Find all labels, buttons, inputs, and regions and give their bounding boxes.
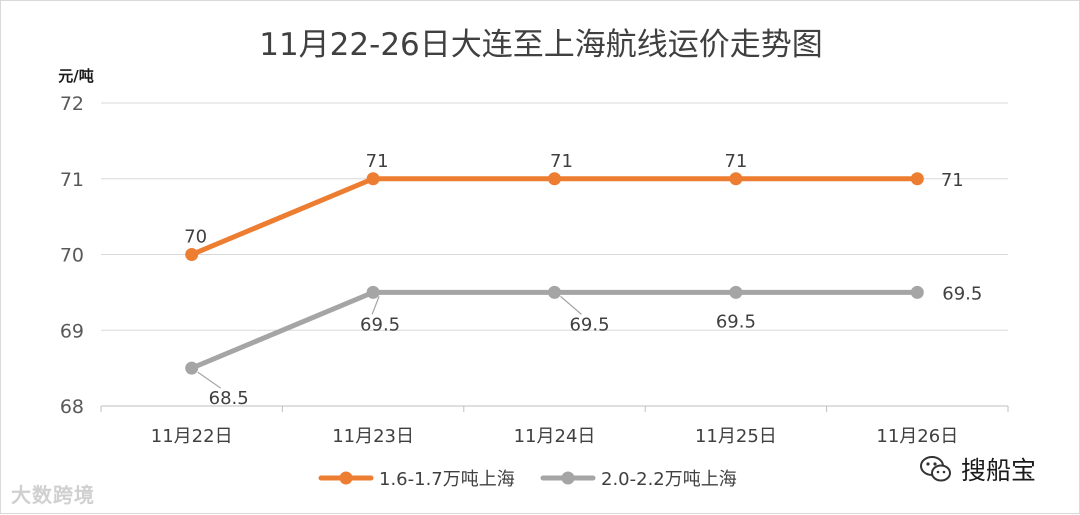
data-label: 68.5 [209, 388, 249, 409]
gridlines [101, 102, 1008, 407]
watermark-right-text: 搜船宝 [961, 456, 1037, 485]
legend-marker [339, 471, 353, 485]
legend-marker [561, 471, 575, 485]
series-group: 70 71 71 71 71 68.5 69.5 69.5 69.5 69.5 [184, 151, 982, 409]
label-leader-line [371, 296, 380, 315]
x-tick-label: 11月23日 [332, 426, 414, 447]
legend: 1.6-1.7万吨上海 2.0-2.2万吨上海 [318, 469, 737, 490]
data-label: 71 [724, 151, 747, 172]
series-line [189, 176, 920, 257]
y-tick-label: 72 [60, 93, 84, 115]
x-tick-label: 11月26日 [876, 426, 958, 447]
data-point [548, 172, 561, 186]
data-point [366, 172, 380, 186]
data-point [910, 285, 924, 299]
data-point [366, 285, 380, 299]
watermark-right: 搜船宝 [919, 451, 1036, 487]
y-tick-label: 71 [60, 169, 84, 191]
data-point [910, 172, 924, 186]
y-axis-unit-label: 元/吨 [58, 67, 93, 85]
data-point [548, 285, 561, 299]
data-point [729, 285, 743, 299]
data-point [185, 361, 199, 375]
x-axis: 11月22日 11月23日 11月24日 11月25日 11月26日 [100, 406, 1009, 447]
data-point [185, 248, 199, 261]
wechat-icon [919, 454, 953, 484]
data-label: 69.5 [942, 283, 982, 304]
y-tick-label: 68 [60, 396, 84, 418]
chart-title: 11月22-26日大连至上海航线运价走势图 [259, 27, 823, 63]
y-tick-label: 70 [60, 245, 84, 267]
data-label: 70 [184, 227, 207, 248]
data-label: 69.5 [716, 311, 756, 332]
legend-label: 1.6-1.7万吨上海 [379, 469, 515, 490]
label-leader-line [197, 371, 222, 389]
watermark-left: 大数跨境 [11, 479, 95, 508]
data-point [729, 172, 743, 186]
x-tick-label: 11月22日 [151, 426, 233, 447]
y-axis-ticks: 68 69 70 71 72 [60, 93, 84, 418]
x-tick-label: 11月24日 [514, 426, 596, 447]
data-label: 71 [366, 151, 389, 172]
label-leader-line [560, 295, 582, 315]
watermark-left-text: 大数跨境 [11, 483, 95, 507]
data-label: 71 [550, 151, 573, 172]
y-tick-label: 69 [60, 320, 84, 342]
x-tick-label: 11月25日 [695, 426, 777, 447]
data-label: 69.5 [569, 314, 609, 335]
data-label: 71 [941, 170, 964, 191]
data-label: 69.5 [360, 314, 400, 335]
legend-label: 2.0-2.2万吨上海 [601, 469, 737, 490]
